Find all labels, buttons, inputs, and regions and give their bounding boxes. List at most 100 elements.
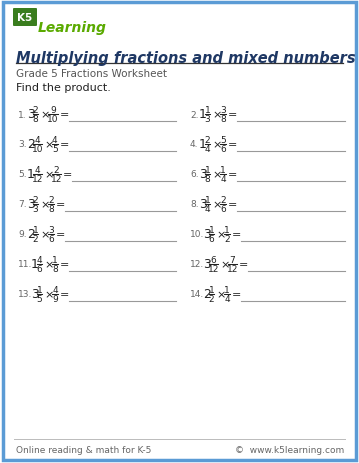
Text: 1: 1 [224, 285, 230, 294]
Text: 5: 5 [220, 136, 226, 144]
Text: 1: 1 [199, 138, 207, 151]
Text: 3: 3 [220, 106, 226, 115]
Text: ×: × [220, 259, 229, 269]
Text: 8: 8 [48, 205, 54, 213]
Text: 1: 1 [199, 108, 207, 121]
Text: 2: 2 [33, 195, 38, 205]
Text: 3: 3 [31, 288, 39, 301]
Text: 1: 1 [27, 168, 35, 181]
Text: ×: × [213, 200, 222, 210]
Text: 3: 3 [199, 198, 207, 211]
Text: ×: × [216, 230, 226, 239]
Text: 5.: 5. [18, 170, 27, 179]
Text: 12.: 12. [190, 260, 204, 269]
Text: 3: 3 [48, 225, 54, 234]
Text: =: = [63, 169, 73, 180]
Text: =: = [228, 200, 237, 210]
Text: =: = [228, 169, 237, 180]
Text: Find the product.: Find the product. [16, 83, 111, 93]
Text: 4: 4 [37, 256, 42, 264]
Text: K5: K5 [17, 13, 33, 23]
Text: 3: 3 [27, 108, 35, 121]
Text: 2: 2 [27, 228, 35, 241]
Text: =: = [56, 230, 65, 239]
Text: 3: 3 [33, 205, 38, 213]
Text: 1: 1 [205, 166, 210, 175]
Text: 10.: 10. [190, 230, 204, 239]
Text: 6: 6 [210, 256, 216, 264]
Text: 2: 2 [33, 234, 38, 244]
Text: Grade 5 Fractions Worksheet: Grade 5 Fractions Worksheet [16, 69, 167, 79]
Text: 1: 1 [224, 225, 230, 234]
Text: 4: 4 [224, 294, 230, 303]
Text: 2: 2 [224, 234, 230, 244]
Text: 1: 1 [205, 195, 210, 205]
Text: 2: 2 [205, 136, 210, 144]
Text: 2: 2 [220, 195, 226, 205]
FancyBboxPatch shape [3, 3, 356, 460]
Text: 4: 4 [52, 136, 57, 144]
Text: Multiplying fractions and mixed numbers: Multiplying fractions and mixed numbers [16, 50, 356, 65]
Text: ×: × [216, 289, 226, 300]
Text: 4: 4 [205, 205, 210, 213]
Text: 8.: 8. [190, 200, 199, 209]
Text: 14.: 14. [190, 290, 204, 299]
Text: 8: 8 [33, 115, 38, 124]
Text: ×: × [213, 169, 222, 180]
Text: 7.: 7. [18, 200, 27, 209]
Text: 12: 12 [51, 175, 62, 184]
Text: 2: 2 [27, 138, 35, 151]
Text: 6: 6 [37, 264, 42, 274]
Text: 2: 2 [33, 106, 38, 115]
Text: 10: 10 [32, 144, 43, 154]
Text: ×: × [45, 289, 54, 300]
Text: 9: 9 [52, 294, 58, 303]
Text: =: = [60, 289, 69, 300]
Text: 3: 3 [203, 258, 211, 271]
Text: 1: 1 [205, 106, 210, 115]
Text: Learning: Learning [38, 21, 107, 35]
Text: ×: × [41, 200, 50, 210]
Text: =: = [232, 289, 241, 300]
Text: 5: 5 [52, 144, 58, 154]
Text: ×: × [213, 140, 222, 150]
Text: 8: 8 [52, 264, 58, 274]
Text: 4: 4 [220, 175, 226, 184]
Text: 4: 4 [205, 144, 210, 154]
Text: 6: 6 [48, 234, 54, 244]
Text: 4.: 4. [190, 140, 199, 149]
Text: 3: 3 [205, 115, 210, 124]
Text: 2: 2 [48, 195, 54, 205]
Text: 2: 2 [203, 288, 211, 301]
Text: 8: 8 [205, 175, 210, 184]
Text: 12: 12 [208, 264, 219, 274]
Text: ©  www.k5learning.com: © www.k5learning.com [235, 445, 344, 455]
Text: 9: 9 [50, 106, 56, 115]
Text: 6: 6 [209, 234, 215, 244]
Text: 6: 6 [220, 205, 226, 213]
Text: 3: 3 [203, 228, 211, 241]
Text: 6.: 6. [190, 170, 199, 179]
Text: =: = [239, 259, 248, 269]
Text: ×: × [213, 110, 222, 120]
Text: 6: 6 [220, 144, 226, 154]
Text: =: = [232, 230, 241, 239]
Text: ×: × [44, 140, 53, 150]
Text: 3.: 3. [18, 140, 27, 149]
Text: =: = [228, 110, 237, 120]
Text: 10: 10 [47, 115, 59, 124]
Text: Online reading & math for K-5: Online reading & math for K-5 [16, 445, 151, 455]
Text: 3: 3 [27, 198, 35, 211]
Text: 5: 5 [37, 294, 42, 303]
Text: 9.: 9. [18, 230, 27, 239]
Text: ×: × [45, 259, 54, 269]
Text: 2.: 2. [190, 110, 199, 119]
Text: 12: 12 [32, 175, 43, 184]
Text: 4: 4 [52, 285, 58, 294]
Text: 1: 1 [209, 225, 215, 234]
Text: 1: 1 [31, 258, 39, 271]
Text: 1: 1 [37, 285, 42, 294]
Text: =: = [60, 259, 69, 269]
Text: ×: × [41, 110, 50, 120]
Text: =: = [60, 110, 69, 120]
